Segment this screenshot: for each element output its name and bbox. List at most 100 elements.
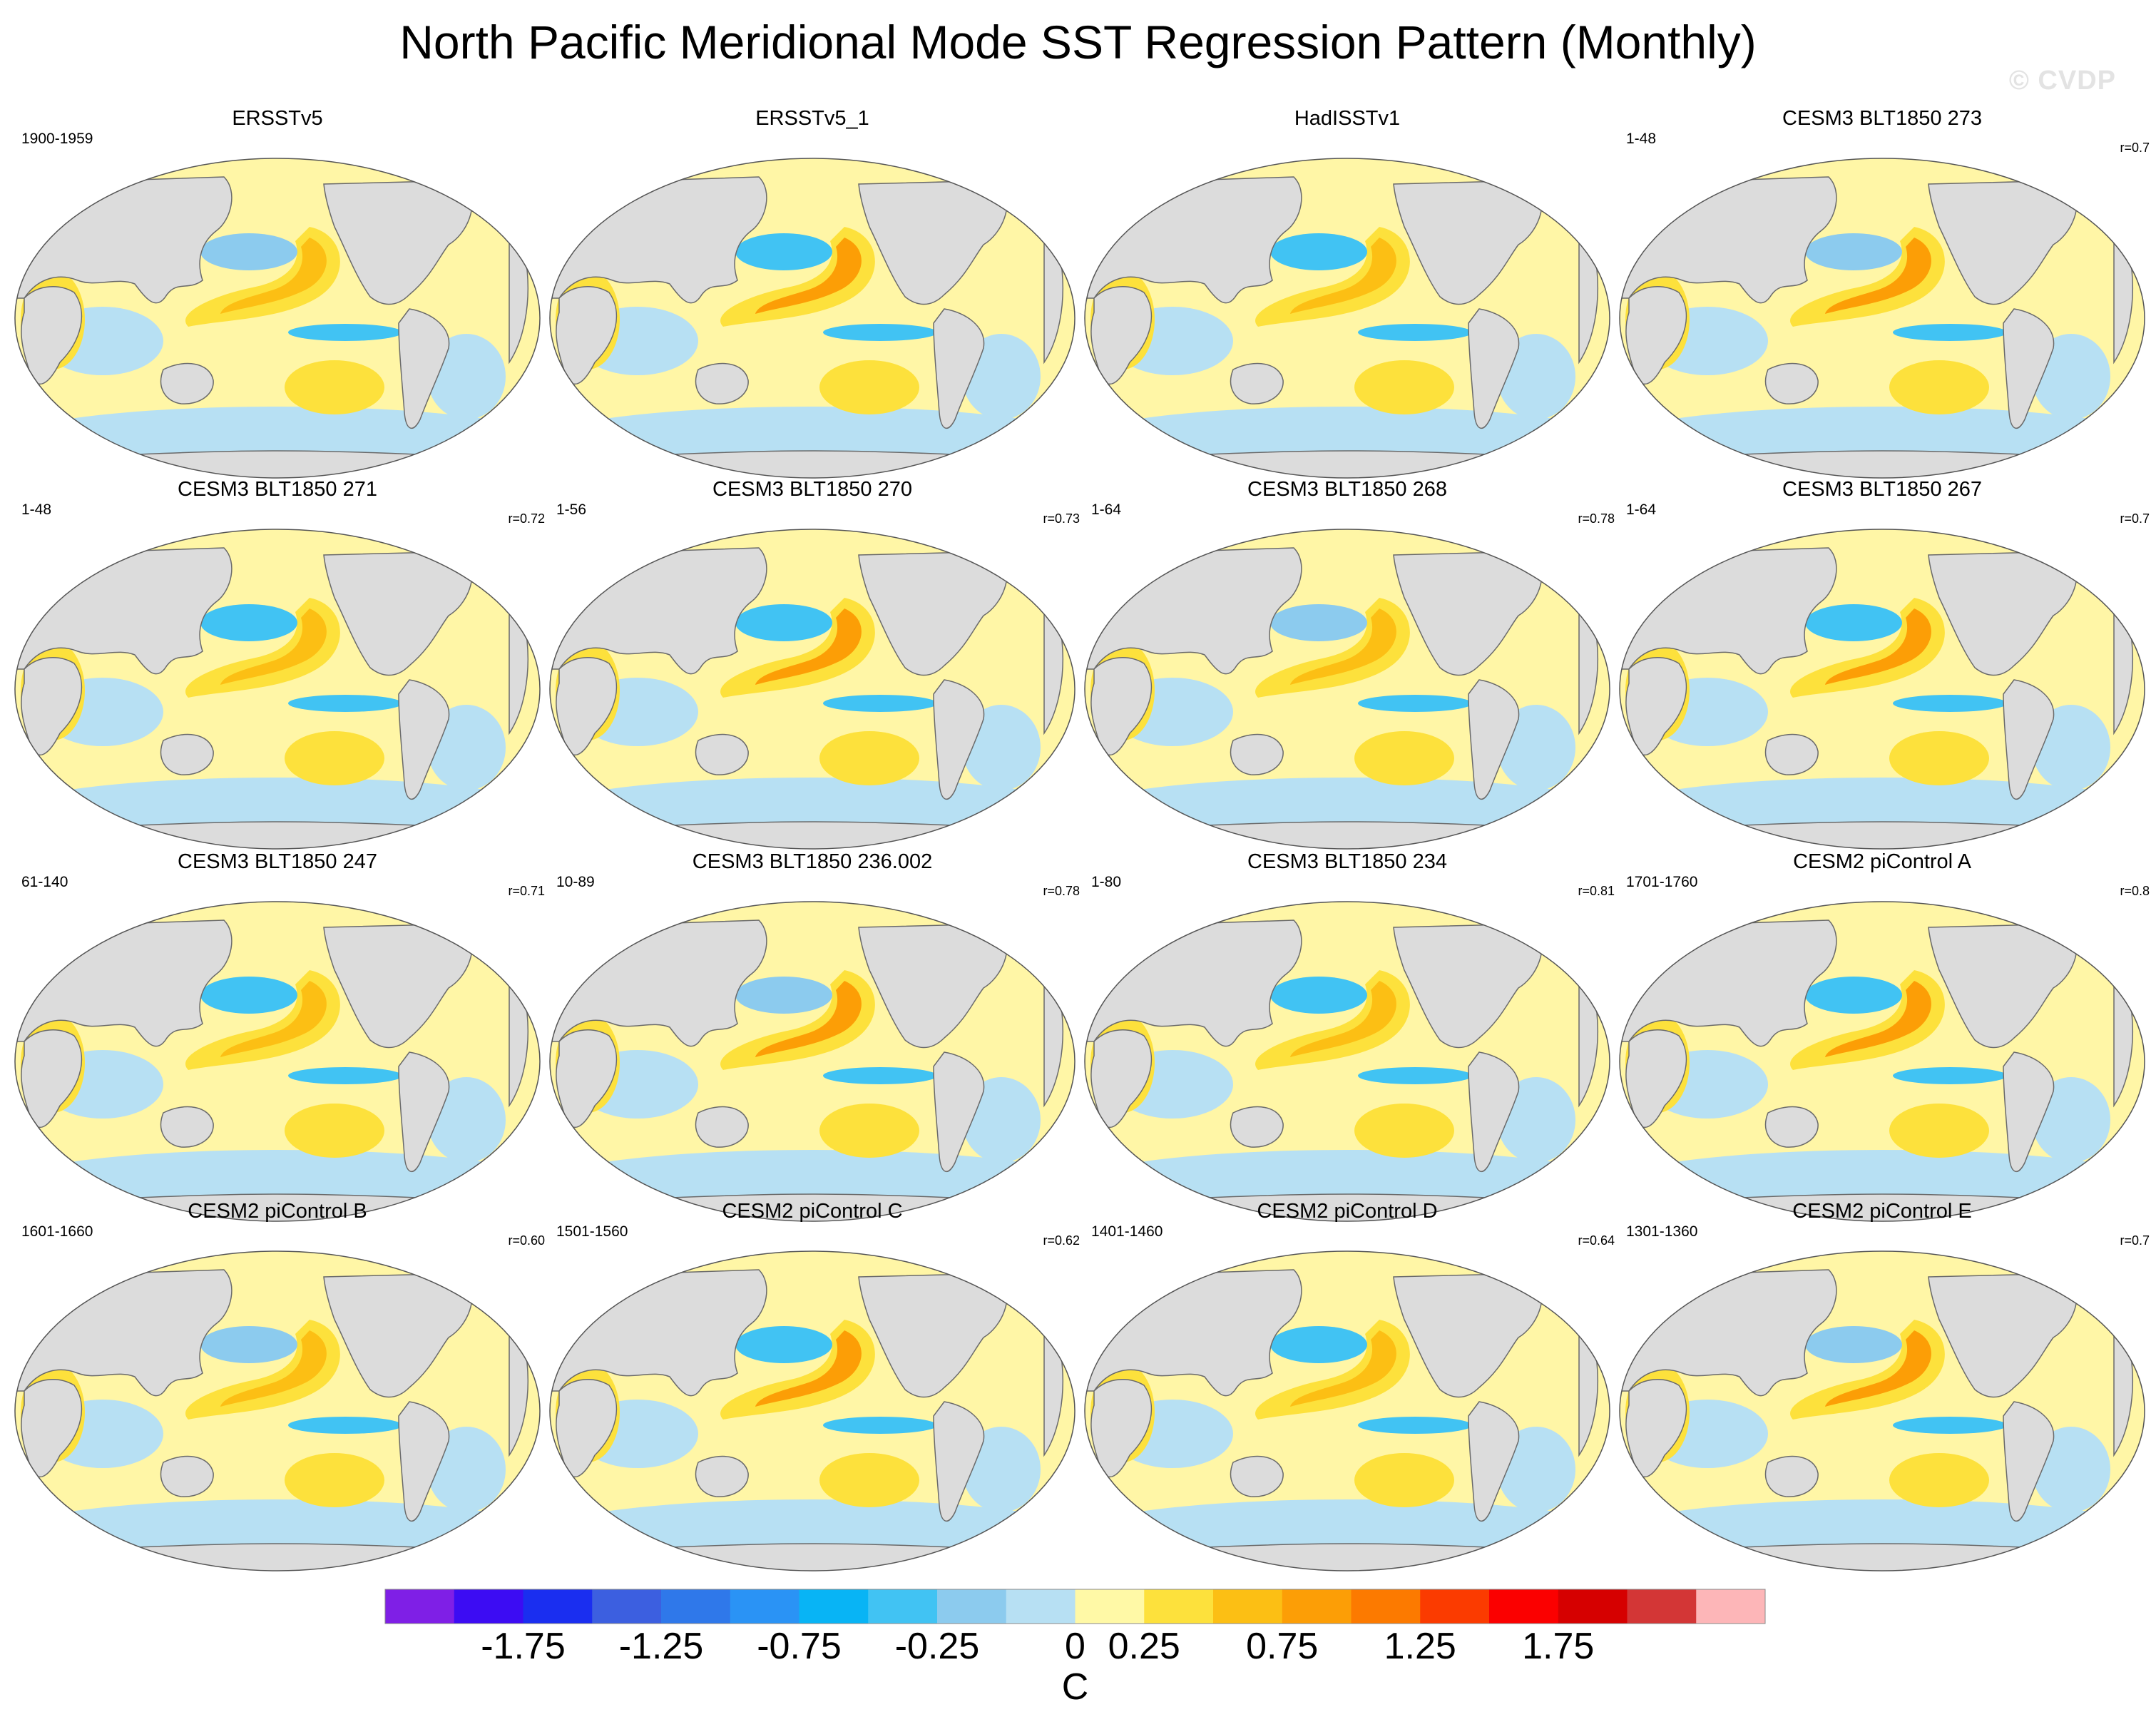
colorbar-swatch bbox=[799, 1589, 869, 1624]
colorbar-swatch bbox=[661, 1589, 731, 1624]
colorbar-swatch bbox=[385, 1589, 455, 1624]
npmm-warm-core bbox=[1825, 238, 1931, 314]
panel-title: CESM3 BLT1850 267 bbox=[1782, 478, 1982, 501]
equatorial-cold-anomaly bbox=[1358, 695, 1472, 712]
map-outline bbox=[14, 901, 541, 1222]
south-pacific-anomaly bbox=[1889, 731, 1989, 785]
greenland-landmass bbox=[993, 905, 1045, 957]
npmm-warm-core bbox=[755, 981, 862, 1057]
north-america-landmass bbox=[1928, 923, 2078, 1049]
panel-period: 1900-1959 bbox=[21, 131, 93, 147]
robinson-map bbox=[14, 1250, 541, 1571]
panel-pattern-correlation: r=0.71 bbox=[508, 884, 545, 898]
figure-title: North Pacific Meridional Mode SST Regres… bbox=[399, 16, 1757, 68]
map-panel: CESM3 BLT1850 247 61-140 r=0.71 bbox=[10, 849, 545, 1222]
npmm-warm-core bbox=[220, 1330, 327, 1407]
map-panel: CESM3 BLT1850 267 1-64 r=0.7 bbox=[1615, 477, 2150, 850]
npmm-warm-tongue bbox=[1255, 970, 1410, 1070]
panel-period: 1-64 bbox=[1626, 501, 1657, 518]
panel-period: 1-48 bbox=[21, 501, 52, 518]
robinson-map bbox=[549, 901, 1076, 1222]
atlantic-anomaly bbox=[962, 334, 1041, 419]
equatorial-cold-anomaly bbox=[288, 695, 402, 712]
robinson-map bbox=[14, 901, 541, 1222]
npmm-warm-tongue bbox=[1255, 598, 1410, 698]
colorbar-tick-label: 0.25 bbox=[1108, 1626, 1180, 1667]
south-america-landmass bbox=[2003, 308, 2055, 429]
greenland-landmass bbox=[459, 162, 510, 213]
robinson-map bbox=[1084, 158, 1610, 479]
panel-title: CESM2 piControl A bbox=[1793, 850, 1971, 873]
map-panel: CESM3 BLT1850 273 1-48 r=0.7 bbox=[1615, 106, 2150, 479]
panel-pattern-correlation: r=0.78 bbox=[1578, 511, 1615, 526]
south-america-landmass bbox=[1468, 1051, 1520, 1172]
greenland-landmass bbox=[993, 1255, 1045, 1306]
australia-landmass bbox=[1764, 1455, 1819, 1497]
africa-landmass bbox=[1090, 1379, 1153, 1478]
map-outline bbox=[14, 1250, 541, 1571]
cvdp-watermark: © CVDP bbox=[2008, 66, 2116, 96]
npmm-warm-tongue bbox=[720, 227, 875, 327]
map-outline bbox=[14, 529, 541, 850]
africa-landmass bbox=[556, 1379, 618, 1478]
equatorial-cold-anomaly bbox=[1358, 1067, 1472, 1084]
south-pacific-anomaly bbox=[1354, 360, 1454, 414]
map-outline bbox=[14, 158, 541, 479]
greenland-landmass bbox=[1528, 1255, 1580, 1306]
atlantic-anomaly bbox=[427, 334, 506, 419]
australia-landmass bbox=[695, 1106, 749, 1148]
greenland-landmass bbox=[1528, 533, 1580, 584]
africa-landmass bbox=[1625, 286, 1687, 385]
equatorial-cold-anomaly bbox=[1893, 1067, 2007, 1084]
map-panel: ERSSTv5 1900-1959 bbox=[10, 106, 545, 479]
panel-period: 1301-1360 bbox=[1626, 1223, 1698, 1240]
south-america-landmass bbox=[398, 1401, 450, 1522]
north-america-landmass bbox=[1928, 1273, 2078, 1398]
south-america-landmass bbox=[2003, 1051, 2055, 1172]
map-outline bbox=[1084, 158, 1610, 479]
atlantic-anomaly bbox=[2032, 705, 2110, 790]
npmm-warm-core bbox=[1825, 608, 1931, 685]
south-america-landmass bbox=[2003, 679, 2055, 800]
panel-period: 1501-1560 bbox=[556, 1223, 628, 1240]
africa-landmass bbox=[1090, 657, 1153, 756]
south-pacific-anomaly bbox=[285, 360, 384, 414]
australia-landmass bbox=[160, 1106, 214, 1148]
panel-period: 1401-1460 bbox=[1091, 1223, 1163, 1240]
australia-landmass bbox=[1230, 1455, 1284, 1497]
panel-pattern-correlation: r=0.72 bbox=[508, 511, 545, 526]
kuroshio-cold-anomaly bbox=[200, 1326, 297, 1363]
colorbar-swatch bbox=[523, 1589, 593, 1624]
panel-title: CESM2 piControl B bbox=[188, 1200, 367, 1223]
robinson-map bbox=[549, 1250, 1076, 1571]
kuroshio-cold-anomaly bbox=[200, 977, 297, 1014]
map-panel: CESM3 BLT1850 234 1-80 r=0.81 bbox=[1080, 849, 1615, 1222]
robinson-map bbox=[549, 529, 1076, 850]
north-america-landmass bbox=[1393, 180, 1543, 305]
colorbar-tick-label: -1.75 bbox=[481, 1626, 566, 1667]
south-america-landmass bbox=[933, 1401, 985, 1522]
robinson-map bbox=[1619, 158, 2145, 479]
north-america-landmass bbox=[1393, 551, 1543, 676]
south-america-landmass bbox=[933, 308, 985, 429]
map-panel: CESM3 BLT1850 271 1-48 r=0.72 bbox=[10, 477, 545, 850]
panel-pattern-correlation: r=0.60 bbox=[508, 1233, 545, 1248]
kuroshio-cold-anomaly bbox=[200, 604, 297, 641]
panel-pattern-correlation: r=0.64 bbox=[1578, 1233, 1615, 1248]
australia-landmass bbox=[160, 362, 214, 404]
atlantic-anomaly bbox=[1497, 1427, 1575, 1512]
npmm-warm-core bbox=[220, 608, 327, 685]
panel-title: CESM3 BLT1850 270 bbox=[712, 478, 912, 501]
equatorial-cold-anomaly bbox=[1893, 695, 2007, 712]
greenland-landmass bbox=[993, 162, 1045, 213]
kuroshio-cold-anomaly bbox=[735, 233, 832, 270]
map-outline bbox=[549, 529, 1076, 850]
colorbar-swatch bbox=[592, 1589, 662, 1624]
map-panel: CESM2 piControl A 1701-1760 r=0.8 bbox=[1615, 849, 2150, 1222]
robinson-map bbox=[1619, 901, 2145, 1222]
npmm-warm-core bbox=[1290, 1330, 1396, 1407]
npmm-warm-tongue bbox=[1790, 1320, 1945, 1420]
map-panel: CESM2 piControl C 1501-1560 r=0.62 bbox=[545, 1198, 1080, 1571]
australia-landmass bbox=[1230, 1106, 1284, 1148]
kuroshio-cold-anomaly bbox=[735, 1326, 832, 1363]
